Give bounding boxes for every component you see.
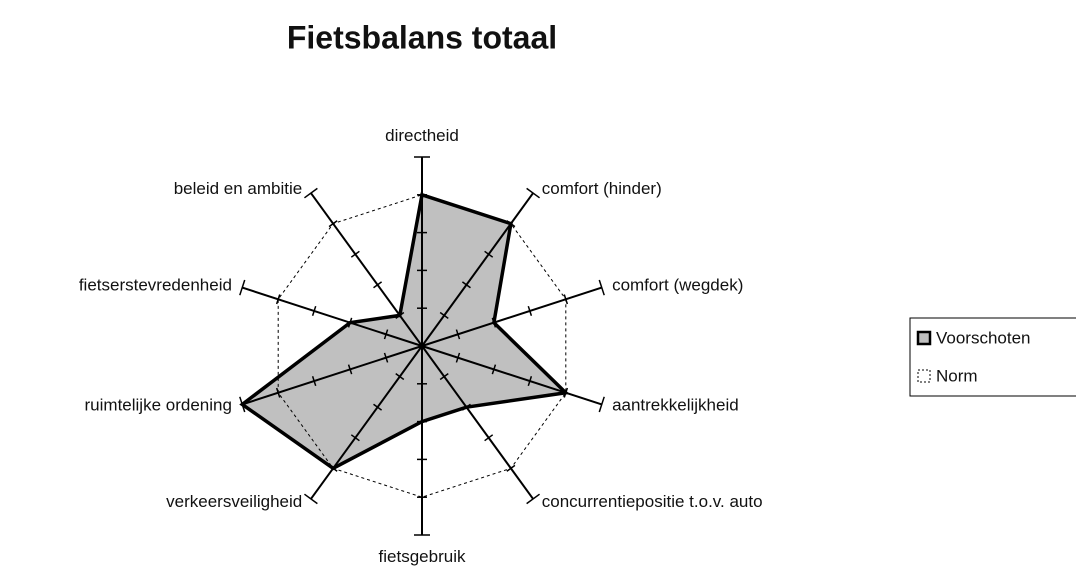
tick-mark (373, 403, 383, 411)
tick-mark (455, 329, 461, 340)
tick-mark (395, 373, 405, 381)
tick-mark (563, 387, 569, 398)
axis-line (421, 345, 603, 406)
tick-mark (383, 329, 389, 340)
tick-mark (239, 396, 246, 413)
tick-mark (328, 220, 338, 228)
tick-mark (383, 352, 389, 363)
axis-label: ruimtelijke ordening (85, 395, 232, 414)
tick-mark (439, 311, 449, 319)
tick-mark (347, 317, 353, 328)
axis-label: aantrekkelijkheid (612, 395, 739, 414)
legend-box (909, 317, 1076, 397)
axis-line (310, 345, 423, 500)
axis-line (421, 286, 603, 347)
axis-line (421, 192, 534, 347)
tick-mark (373, 281, 383, 289)
axis-label: comfort (hinder) (542, 179, 662, 198)
chart-title: Fietsbalans totaal (287, 19, 557, 55)
tick-mark (506, 464, 516, 472)
tick-mark (526, 187, 541, 199)
legend-label: Norm (936, 366, 978, 385)
legend-label: Voorschoten (936, 328, 1031, 347)
axis-label: fietsgebruik (379, 547, 466, 566)
axis-line (241, 345, 423, 406)
axis-line (241, 286, 423, 347)
axis-label: beleid en ambitie (174, 179, 303, 198)
tick-mark (461, 281, 471, 289)
tick-mark (311, 376, 317, 387)
tick-mark (347, 364, 353, 375)
axis-label: concurrentiepositie t.o.v. auto (542, 492, 763, 511)
tick-mark (461, 403, 471, 411)
tick-mark (395, 311, 405, 319)
tick-mark (275, 387, 281, 398)
tick-mark (311, 305, 317, 316)
tick-mark (491, 317, 497, 328)
series-area (239, 192, 570, 471)
legend-swatch (916, 330, 932, 346)
tick-mark (484, 434, 494, 442)
tick-mark (439, 373, 449, 381)
tick-mark (303, 187, 318, 199)
tick-mark (527, 305, 533, 316)
tick-mark (563, 294, 569, 305)
tick-mark (527, 376, 533, 387)
tick-mark (484, 250, 494, 258)
tick-mark (506, 220, 516, 228)
tick-mark (239, 279, 246, 296)
axis-line (421, 345, 534, 500)
tick-mark (328, 464, 338, 472)
tick-mark (598, 396, 605, 413)
tick-mark (455, 352, 461, 363)
tick-mark (598, 279, 605, 296)
axis-label: comfort (wegdek) (612, 276, 743, 295)
tick-mark (491, 364, 497, 375)
tick-mark (275, 294, 281, 305)
tick-mark (526, 493, 541, 505)
tick-mark (303, 493, 318, 505)
axis-label: fietserstevredenheid (79, 276, 232, 295)
tick-mark (350, 250, 360, 258)
legend-swatch (917, 369, 931, 383)
axis-label: directheid (385, 126, 459, 145)
axis-line (310, 192, 423, 347)
axis-label: verkeersveiligheid (166, 492, 302, 511)
tick-mark (350, 434, 360, 442)
